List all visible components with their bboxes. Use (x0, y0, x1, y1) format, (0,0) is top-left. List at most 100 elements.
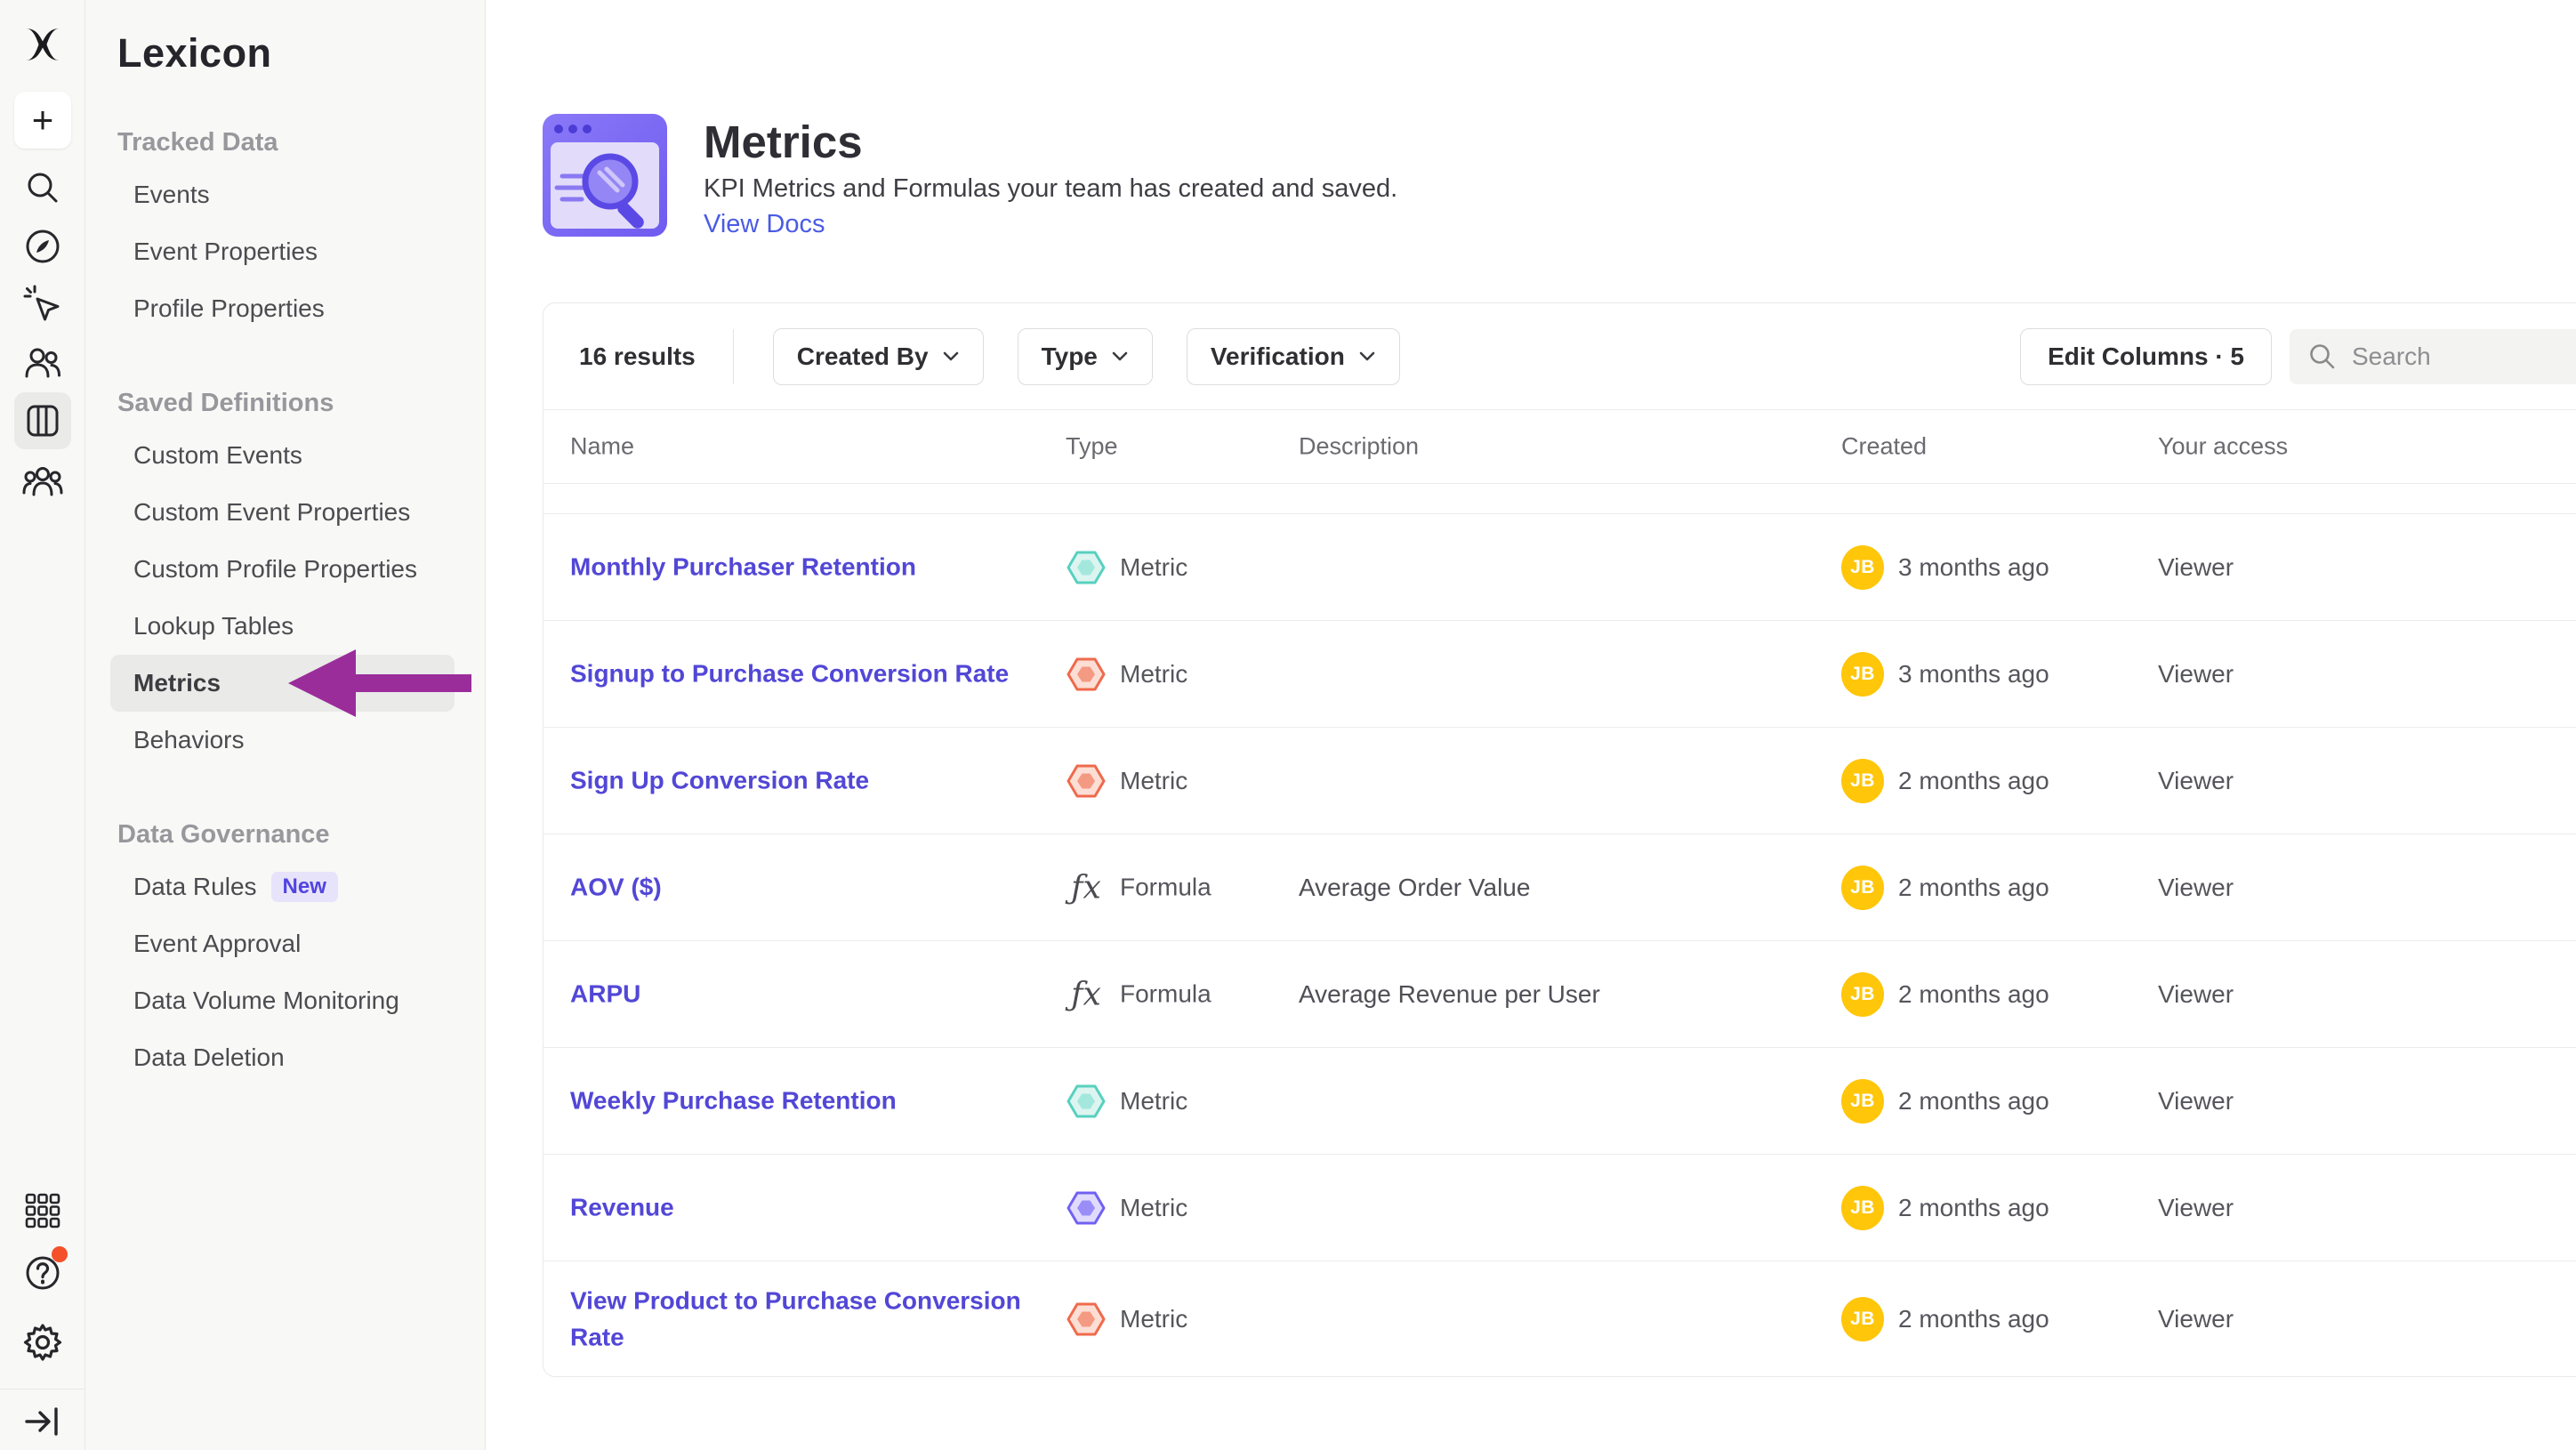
search-icon[interactable] (21, 166, 64, 209)
table-row: Signup to Purchase Conversion Rate Metri… (543, 621, 2576, 728)
results-count: 16 results (579, 342, 696, 370)
created-by-filter-label: Created By (796, 342, 929, 370)
sidebar-item-custom-event-properties[interactable]: Custom Event Properties (110, 484, 455, 541)
sidebar-item-events[interactable]: Events (110, 166, 455, 223)
type-label: Formula (1120, 979, 1212, 1008)
sidebar-item-data-volume-monitoring[interactable]: Data Volume Monitoring (110, 972, 455, 1029)
access-cell: Viewer (2158, 766, 2234, 794)
type-label: Metric (1120, 1193, 1188, 1221)
verification-filter[interactable]: Verification (1186, 327, 1400, 385)
column-header-description[interactable]: Description (1299, 432, 1420, 460)
sidebar-item-label: Custom Events (133, 441, 302, 469)
sidebar-item-label: Lookup Tables (133, 612, 294, 640)
sidebar-item-lookup-tables[interactable]: Lookup Tables (110, 598, 455, 655)
cohorts-icon[interactable] (21, 461, 64, 503)
sidebar-item-event-approval[interactable]: Event Approval (110, 915, 455, 972)
type-label: Metric (1120, 766, 1188, 794)
type-label: Metric (1120, 1305, 1188, 1333)
sidebar-item-data-deletion[interactable]: Data Deletion (110, 1029, 455, 1086)
formula-fx-icon: ƒx (1071, 869, 1101, 906)
creator-avatar[interactable]: JB (1841, 544, 1884, 590)
section-header-data-governance: Data Governance (117, 820, 330, 849)
create-plus-button[interactable]: + (14, 92, 71, 149)
chevron-down-icon (1359, 351, 1375, 361)
created-by-filter[interactable]: Created By (772, 327, 984, 385)
table-row: Revenue Metric JB 2 months ago Viewer (543, 1155, 2576, 1261)
section-header-tracked-data: Tracked Data (117, 128, 278, 157)
edit-columns-label: Edit Columns · 5 (2048, 342, 2244, 370)
sidebar-item-custom-profile-properties[interactable]: Custom Profile Properties (110, 541, 455, 598)
created-time: 2 months ago (1898, 1305, 2049, 1333)
sidebar-item-label: Data Volume Monitoring (133, 987, 399, 1014)
sidebar-item-metrics[interactable]: Metrics (110, 655, 455, 712)
metric-hexagon-icon (1067, 1191, 1106, 1224)
settings-gear-icon[interactable] (21, 1321, 64, 1364)
metric-name-link[interactable]: Weekly Purchase Retention (570, 1086, 897, 1115)
edit-columns-button[interactable]: Edit Columns · 5 (2020, 327, 2272, 385)
creator-avatar[interactable]: JB (1841, 1185, 1884, 1230)
notification-dot (52, 1245, 68, 1262)
metric-name-link[interactable]: ARPU (570, 979, 641, 1008)
event-cursor-icon[interactable] (21, 283, 64, 326)
metric-name-link[interactable]: View Product to Purchase Conversion Rate (570, 1286, 1021, 1350)
creator-avatar[interactable]: JB (1841, 1297, 1884, 1341)
column-header-name[interactable]: Name (570, 432, 635, 460)
access-cell: Viewer (2158, 1086, 2234, 1115)
type-label: Metric (1120, 552, 1188, 581)
search-box[interactable] (2290, 328, 2576, 384)
access-cell: Viewer (2158, 1193, 2234, 1221)
main-content: Metrics KPI Metrics and Formulas your te… (487, 0, 2576, 1450)
created-cell: JB 2 months ago (1841, 971, 2049, 1017)
metric-name-link[interactable]: AOV ($) (570, 873, 662, 901)
creator-avatar[interactable]: JB (1841, 971, 1884, 1017)
metric-name-link[interactable]: Signup to Purchase Conversion Rate (570, 659, 1010, 688)
compass-icon[interactable] (21, 225, 64, 268)
clipped-row (543, 484, 2576, 514)
search-input[interactable] (2352, 342, 2565, 371)
sidebar-item-custom-events[interactable]: Custom Events (110, 427, 455, 484)
type-cell: Metric (1066, 656, 1187, 693)
column-header-type[interactable]: Type (1066, 432, 1118, 460)
sidebar-nav: Tracked Data Events Event Properties Profil… (85, 128, 485, 1086)
collapse-sidebar-icon[interactable] (21, 1400, 64, 1443)
users-icon[interactable] (21, 341, 64, 383)
column-header-created[interactable]: Created (1841, 432, 1928, 460)
metric-name-link[interactable]: Monthly Purchaser Retention (570, 552, 916, 581)
toolbar-divider (732, 328, 734, 384)
rail-divider (0, 1389, 85, 1390)
metric-name-link[interactable]: Revenue (570, 1193, 674, 1221)
view-docs-link[interactable]: View Docs (704, 210, 825, 238)
sidebar-item-behaviors[interactable]: Behaviors (110, 712, 455, 769)
new-badge: New (270, 872, 338, 902)
data-catalog-icon[interactable] (14, 392, 71, 449)
column-header-access[interactable]: Your access (2158, 432, 2289, 460)
created-cell: JB 2 months ago (1841, 865, 2049, 910)
created-time: 3 months ago (1898, 552, 2049, 581)
table-header-row: Name Type Description Created Your acces… (543, 410, 2576, 484)
help-icon[interactable] (21, 1245, 68, 1296)
type-label: Metric (1120, 659, 1188, 688)
chevron-down-icon (1112, 351, 1128, 361)
created-cell: JB 2 months ago (1841, 1185, 2049, 1230)
access-cell: Viewer (2158, 1305, 2234, 1333)
creator-avatar[interactable]: JB (1841, 865, 1884, 910)
type-cell: Metric (1066, 1301, 1187, 1338)
created-time: 2 months ago (1898, 1193, 2049, 1221)
icon-rail: + (0, 0, 85, 1450)
metric-name-link[interactable]: Sign Up Conversion Rate (570, 766, 870, 794)
creator-avatar[interactable]: JB (1841, 651, 1884, 697)
type-cell: Metric (1066, 762, 1187, 800)
sidebar-item-event-properties[interactable]: Event Properties (110, 223, 455, 280)
sidebar-item-profile-properties[interactable]: Profile Properties (110, 280, 455, 337)
chevron-down-icon (943, 351, 958, 361)
creator-avatar[interactable]: JB (1841, 758, 1884, 803)
sidebar-item-data-rules[interactable]: Data Rules New (110, 858, 455, 915)
apps-grid-icon[interactable] (21, 1189, 64, 1232)
type-filter[interactable]: Type (1017, 327, 1153, 385)
description-cell: Average Order Value (1299, 873, 1531, 901)
sidebar-item-label: Data Deletion (133, 1043, 285, 1071)
creator-avatar[interactable]: JB (1841, 1078, 1884, 1124)
filter-toolbar: 16 results Created By Type Verification … (543, 303, 2576, 410)
mixpanel-logo-icon[interactable] (21, 23, 64, 66)
created-time: 2 months ago (1898, 1086, 2049, 1115)
